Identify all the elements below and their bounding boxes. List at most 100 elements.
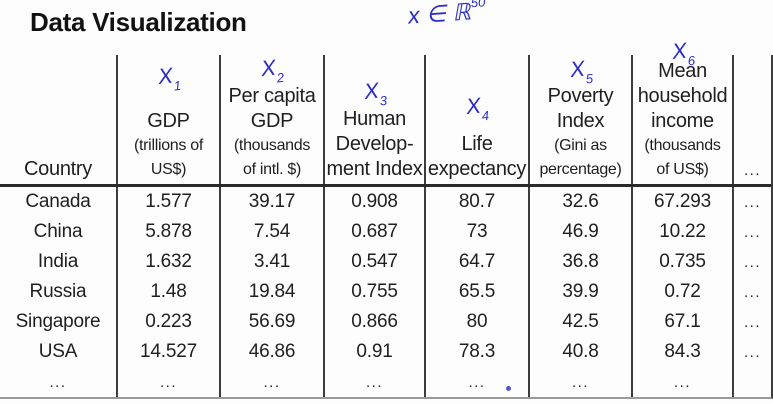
- table-cell: 40.8: [528, 337, 631, 367]
- table-row: USA 14.527 46.86 0.91 78.3 40.8 84.3...: [0, 337, 771, 367]
- table-cell: 1.577: [116, 187, 219, 217]
- table-cell: 10.22: [631, 217, 732, 247]
- table-cell: 0.547: [323, 247, 424, 277]
- table-cell: 0.687: [323, 217, 424, 247]
- table-cell: ...: [732, 307, 771, 337]
- table-cell: ...: [219, 367, 323, 397]
- header-line: (trillions of: [133, 137, 203, 154]
- handwritten-vector-annotation: x ∈ ℝ50: [407, 0, 486, 30]
- table-header-row: Country X1 GDP (trillions of US$) X2 Per…: [0, 38, 771, 187]
- table-row: India 1.632 3.41 0.547 64.7 36.8 0.735...: [0, 247, 771, 277]
- table-cell: ...: [323, 367, 424, 397]
- header-line: income: [651, 110, 714, 132]
- table-cell: 0.223: [116, 307, 219, 337]
- handwritten-x4-annotation: X4: [464, 92, 490, 124]
- header-line: (thousands: [233, 137, 311, 154]
- table-cell: 78.3: [424, 337, 528, 367]
- table-body: Canada 1.577 39.17 0.908 80.7 32.6 67.293... Ch…: [0, 187, 771, 397]
- header-line: Country: [24, 158, 92, 180]
- table-row: .....................: [0, 367, 771, 397]
- table-row: Russia 1.48 19.84 0.755 65.5 39.9 0.72...: [0, 277, 771, 307]
- handwritten-x3-annotation: X3: [362, 77, 388, 109]
- table-cell: ...: [732, 217, 771, 247]
- table-cell: ...: [732, 187, 771, 217]
- table-cell: 0.91: [323, 337, 424, 367]
- country-cell: Singapore: [15, 311, 101, 332]
- table-row: Canada 1.577 39.17 0.908 80.7 32.6 67.293...: [0, 187, 771, 217]
- table-cell: ...: [631, 367, 732, 397]
- column-header-mean-household-income: X6 Mean household income (thousands of U…: [631, 38, 732, 184]
- table-cell: 65.5: [424, 277, 528, 307]
- table-cell: 0.755: [323, 277, 424, 307]
- vector-note-base: x ∈ ℝ: [407, 0, 472, 29]
- table-cell: 0.908: [323, 187, 424, 217]
- table-cell: 0.735: [631, 247, 732, 277]
- table-cell: 1.48: [116, 277, 219, 307]
- column-header-human-development-index: X3 Human Develop- ment Index: [323, 55, 424, 184]
- table-cell: 46.9: [528, 217, 631, 247]
- table-cell: 42.5: [528, 307, 631, 337]
- table-cell: 14.527: [116, 337, 219, 367]
- table-cell: 32.6: [528, 187, 631, 217]
- header-line: Human: [343, 108, 406, 130]
- table-cell: ...: [116, 367, 219, 397]
- table-row: China 5.878 7.54 0.687 73 46.9 10.22...: [0, 217, 771, 247]
- country-cell: China: [33, 221, 83, 242]
- header-line: Poverty: [547, 85, 614, 107]
- handwritten-x5-annotation: X5: [568, 55, 594, 87]
- header-line: of US$): [656, 161, 709, 178]
- column-header-more: ...: [732, 55, 771, 184]
- country-cell: Russia: [29, 281, 87, 302]
- table-cell: [732, 367, 771, 397]
- handwritten-x6-annotation: X6: [670, 37, 696, 69]
- column-header-poverty-index: X5 Poverty Index (Gini as percentage): [528, 55, 631, 184]
- table-cell: 0.72: [631, 277, 732, 307]
- table-cell: 39.17: [219, 187, 323, 217]
- header-line: household: [637, 85, 728, 107]
- table-cell: ...: [732, 247, 771, 277]
- header-line: Life: [461, 133, 493, 155]
- handwritten-x1-annotation: X1: [156, 62, 182, 94]
- handwritten-x2-annotation: X2: [259, 54, 285, 86]
- table-cell: ...: [424, 367, 528, 397]
- country-cell: USA: [38, 341, 78, 362]
- table-cell: 56.69: [219, 307, 323, 337]
- table-cell: 46.86: [219, 337, 323, 367]
- header-line: percentage): [539, 161, 622, 178]
- column-header-life-expectancy: X4 Life expectancy: [424, 55, 528, 184]
- table-cell: 7.54: [219, 217, 323, 247]
- table-cell: 0.866: [323, 307, 424, 337]
- country-cell: ...: [49, 373, 67, 391]
- table-cell: 67.293: [631, 187, 732, 217]
- vector-note-exponent: 50: [470, 0, 486, 11]
- header-line: ...: [743, 162, 761, 179]
- table-cell: ...: [528, 367, 631, 397]
- column-header-gdp: X1 GDP (trillions of US$): [116, 55, 219, 184]
- table-cell: 5.878: [116, 217, 219, 247]
- header-line: Index: [556, 110, 605, 132]
- table-cell: ...: [732, 337, 771, 367]
- country-cell: India: [37, 251, 79, 272]
- table-cell: 1.632: [116, 247, 219, 277]
- page-title: Data Visualization: [30, 7, 247, 37]
- table-cell: 73: [424, 217, 528, 247]
- header-line: US$): [150, 161, 187, 178]
- country-cell: Canada: [25, 191, 91, 212]
- column-header-per-capita-gdp: X2 Per capita GDP (thousands of intl. $): [219, 55, 323, 184]
- header-line: GDP: [147, 110, 190, 132]
- header-line: Per capita: [228, 85, 316, 107]
- table-cell: 80: [424, 307, 528, 337]
- table-cell: 80.7: [424, 187, 528, 217]
- table-cell: 67.1: [631, 307, 732, 337]
- header-line: expectancy: [427, 158, 527, 180]
- header-line: ment Index: [326, 158, 423, 180]
- table-cell: 36.8: [528, 247, 631, 277]
- stray-ink-dot: [506, 386, 511, 391]
- table-cell: 84.3: [631, 337, 732, 367]
- table-row: Singapore 0.223 56.69 0.866 80 42.5 67.1...: [0, 307, 771, 337]
- header-line: (thousands: [644, 137, 721, 154]
- table-cell: ...: [732, 277, 771, 307]
- table-cell: 19.84: [219, 277, 323, 307]
- table-cell: 39.9: [528, 277, 631, 307]
